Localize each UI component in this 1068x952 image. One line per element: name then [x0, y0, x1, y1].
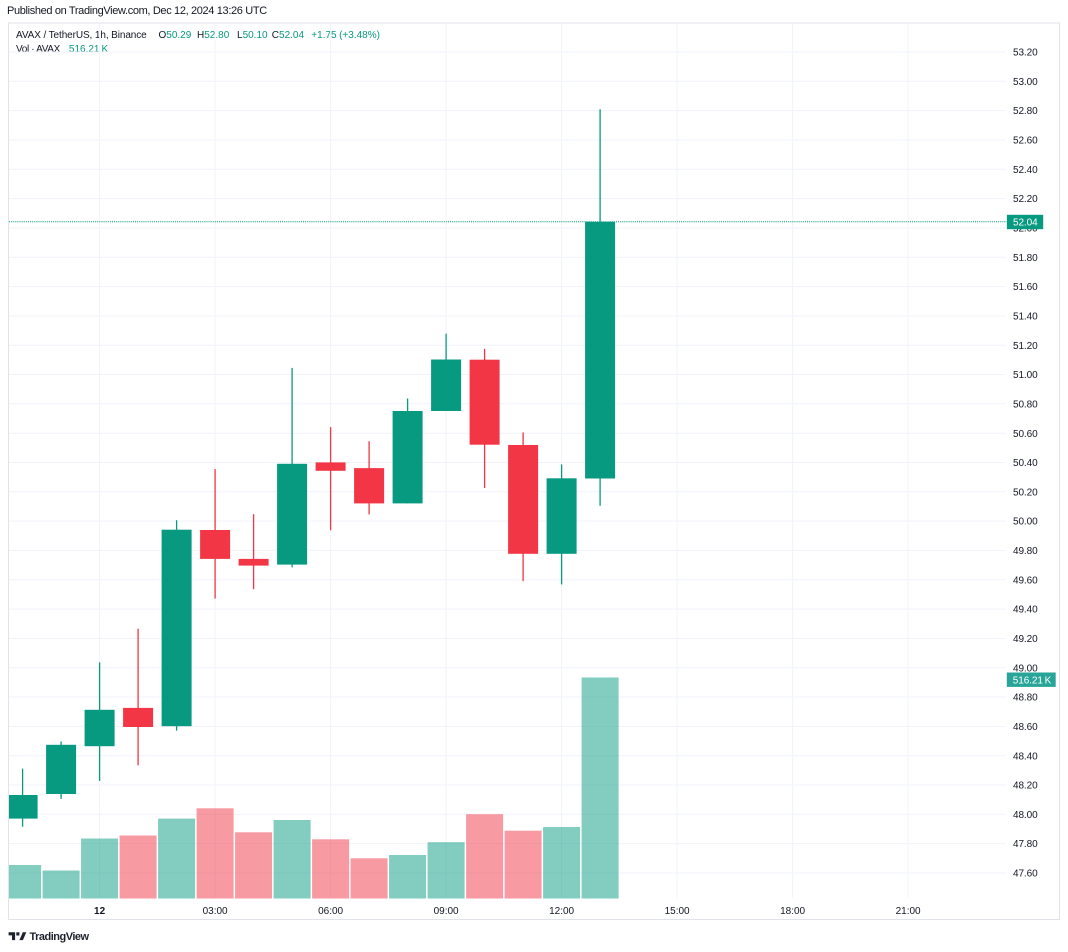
svg-text:50.20: 50.20 — [1013, 487, 1038, 498]
svg-text:49.20: 49.20 — [1013, 634, 1038, 645]
svg-text:12: 12 — [94, 906, 106, 917]
svg-text:52.40: 52.40 — [1013, 165, 1038, 176]
svg-text:48.00: 48.00 — [1013, 810, 1038, 821]
svg-text:51.80: 51.80 — [1013, 253, 1038, 264]
svg-text:48.20: 48.20 — [1013, 781, 1038, 792]
svg-text:47.80: 47.80 — [1013, 839, 1038, 850]
svg-text:53.00: 53.00 — [1013, 77, 1038, 88]
svg-text:51.60: 51.60 — [1013, 282, 1038, 293]
svg-text:49.40: 49.40 — [1013, 605, 1038, 616]
svg-text:516.21 K: 516.21 K — [1013, 675, 1052, 686]
svg-text:50.40: 50.40 — [1013, 458, 1038, 469]
svg-text:12:00: 12:00 — [549, 906, 574, 917]
svg-text:50.00: 50.00 — [1013, 517, 1038, 528]
svg-text:51.00: 51.00 — [1013, 370, 1038, 381]
svg-text:52.04: 52.04 — [1013, 218, 1038, 229]
svg-text:50.80: 50.80 — [1013, 399, 1038, 410]
svg-text:03:00: 03:00 — [203, 906, 228, 917]
svg-text:49.00: 49.00 — [1013, 663, 1038, 674]
svg-text:21:00: 21:00 — [896, 906, 921, 917]
svg-text:06:00: 06:00 — [318, 906, 343, 917]
svg-text:53.20: 53.20 — [1013, 48, 1038, 59]
svg-text:48.40: 48.40 — [1013, 751, 1038, 762]
svg-text:52.20: 52.20 — [1013, 194, 1038, 205]
svg-text:49.80: 49.80 — [1013, 546, 1038, 557]
svg-text:48.60: 48.60 — [1013, 722, 1038, 733]
svg-text:51.20: 51.20 — [1013, 341, 1038, 352]
svg-text:15:00: 15:00 — [665, 906, 690, 917]
svg-text:48.80: 48.80 — [1013, 693, 1038, 704]
svg-text:51.40: 51.40 — [1013, 312, 1038, 323]
svg-text:18:00: 18:00 — [780, 906, 805, 917]
svg-text:47.60: 47.60 — [1013, 869, 1038, 880]
svg-text:09:00: 09:00 — [434, 906, 459, 917]
svg-text:50.60: 50.60 — [1013, 429, 1038, 440]
svg-text:52.60: 52.60 — [1013, 136, 1038, 147]
svg-text:52.80: 52.80 — [1013, 106, 1038, 117]
svg-text:49.60: 49.60 — [1013, 575, 1038, 586]
